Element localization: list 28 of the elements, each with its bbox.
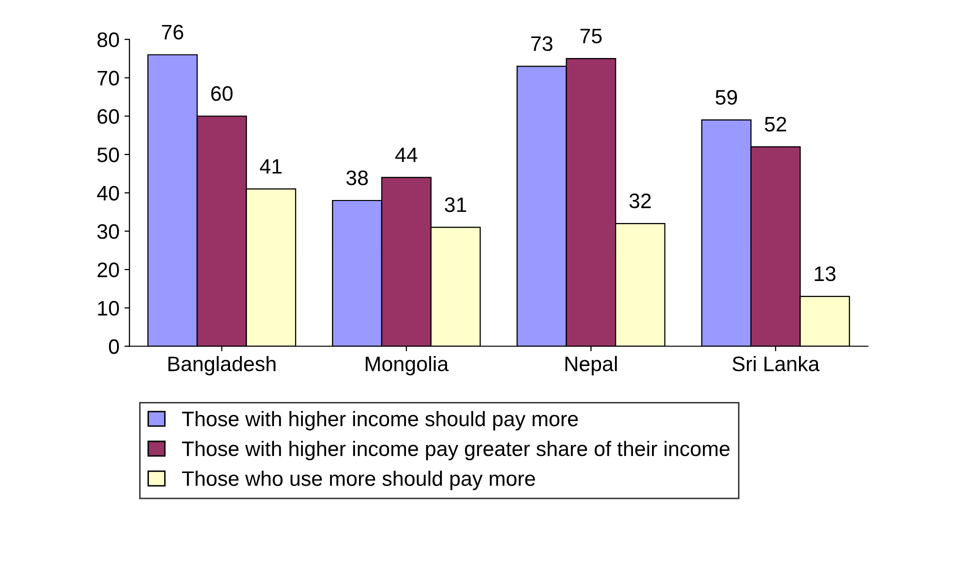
data-label: 31 <box>444 197 466 212</box>
data-label: 13 <box>814 266 836 282</box>
x-tick-label: Sri Lanka <box>732 356 820 372</box>
x-tick-label: Nepal <box>565 356 617 376</box>
x-tick-label: Mongolia <box>366 356 449 376</box>
data-label: 44 <box>395 148 418 162</box>
y-tick-label: 0 <box>108 339 119 354</box>
y-tick-label: 40 <box>97 186 119 201</box>
y-tick-label: 60 <box>98 109 119 124</box>
data-label: 41 <box>260 159 282 174</box>
data-label: 59 <box>716 90 737 105</box>
y-tick-label: 20 <box>98 262 119 278</box>
data-label: 73 <box>531 36 552 52</box>
legend-label: Those with higher income pay greater share of their income <box>182 440 730 460</box>
y-tick-label: 70 <box>98 70 119 86</box>
data-label: 75 <box>580 28 602 44</box>
data-label: 32 <box>629 194 651 208</box>
legend-label: Those with higher income should pay more <box>182 411 578 430</box>
data-label: 52 <box>764 116 786 132</box>
legend-label: Those who use more should pay more <box>182 470 535 490</box>
y-tick-label: 80 <box>97 32 119 48</box>
data-label: 76 <box>162 24 184 40</box>
y-tick-label: 50 <box>97 147 119 162</box>
data-label: 38 <box>346 170 368 186</box>
y-tick-label: 10 <box>98 300 119 316</box>
x-tick-label: Bangladesh <box>168 356 276 376</box>
y-tick-label: 30 <box>97 224 119 239</box>
data-label: 60 <box>211 86 233 101</box>
